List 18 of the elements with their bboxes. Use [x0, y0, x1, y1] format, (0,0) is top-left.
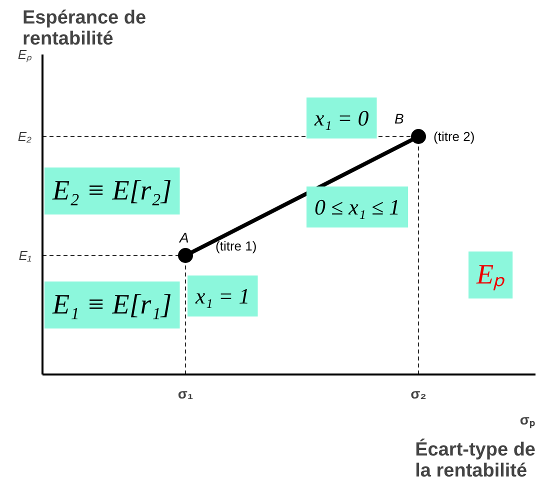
annotation: (titre 2)	[434, 129, 475, 144]
annotation: 0 ≤ x₁ ≤ 1	[314, 194, 400, 220]
x-axis-title: Écart-type de la rentabilité	[415, 438, 536, 482]
annotation: E₁ ≡ E[r₁]	[52, 290, 172, 320]
annotation: x₁ = 0	[314, 106, 369, 130]
annotation: Eₚ	[476, 260, 506, 290]
annotation: x₁ = 1	[194, 284, 250, 308]
annotation: E₂ ≡ E[r₂]	[52, 176, 172, 206]
x-tick-label: σ₂	[410, 386, 426, 402]
annotation: (titre 1)	[216, 238, 257, 254]
text: Eₚ	[18, 47, 32, 63]
annotation: A	[178, 230, 189, 246]
text: E₂	[18, 129, 32, 144]
annotation: B	[394, 110, 404, 126]
text: E₁	[18, 248, 32, 263]
text: σₚ	[520, 412, 536, 428]
x-tick-label: σ₁	[178, 386, 194, 402]
chart-title: Espérance de rentabilité	[22, 8, 146, 50]
